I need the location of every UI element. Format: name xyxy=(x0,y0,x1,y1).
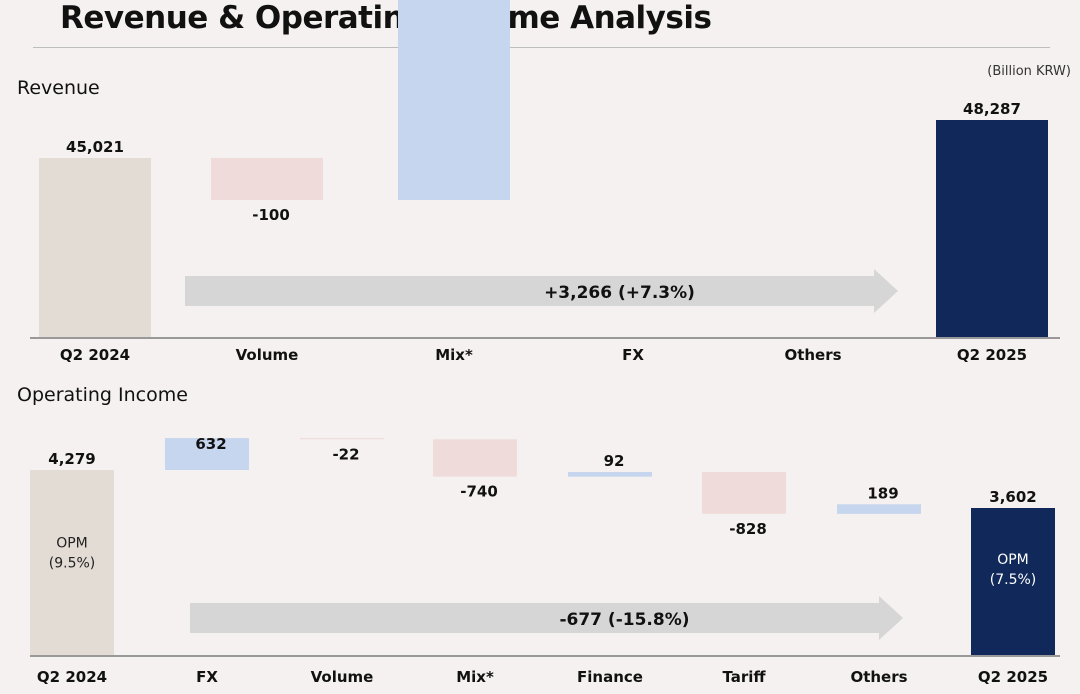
value-label-mix: -740 xyxy=(460,483,498,501)
unit-label: (Billion KRW) xyxy=(987,64,1071,79)
bar-q2-2024 xyxy=(39,158,151,337)
category-label-volume: Volume xyxy=(311,668,374,686)
value-label-others: 189 xyxy=(867,484,898,502)
category-label-q2-2025: Q2 2025 xyxy=(957,346,1027,364)
category-label-others: Others xyxy=(784,346,841,364)
category-label-fx: FX xyxy=(196,668,218,686)
summary-arrow-label: -677 (-15.8%) xyxy=(559,610,689,630)
bar-q2-2025 xyxy=(971,508,1055,655)
value-label-fx: 632 xyxy=(195,435,226,453)
summary-arrow xyxy=(190,596,903,640)
bar-mix xyxy=(398,0,510,200)
category-label-fx: FX xyxy=(622,346,644,364)
bar-volume xyxy=(300,438,384,440)
opm-label-q2-2025: OPM (7.5%) xyxy=(990,552,1037,588)
value-label-finance: 92 xyxy=(604,452,625,470)
value-label-q2-2025: 3,602 xyxy=(989,488,1036,506)
category-label-q2-2024: Q2 2024 xyxy=(37,668,107,686)
value-label-tariff: -828 xyxy=(729,520,767,538)
bar-mix xyxy=(433,439,517,477)
value-label-q2-2025: 48,287 xyxy=(963,100,1021,118)
opm-label-line: OPM xyxy=(997,552,1029,568)
bar-others xyxy=(837,504,921,514)
opm-label-q2-2024: OPM (9.5%) xyxy=(49,536,96,572)
bar-tariff xyxy=(702,472,786,514)
bar-fx xyxy=(165,438,249,470)
category-label-tariff: Tariff xyxy=(722,668,766,686)
summary-arrow xyxy=(185,269,898,313)
value-label-volume: -100 xyxy=(252,206,290,224)
revenue-chart-title: Revenue xyxy=(17,77,100,99)
opm-label-line: (7.5%) xyxy=(990,572,1037,588)
category-label-volume: Volume xyxy=(236,346,299,364)
summary-arrow-label: +3,266 (+7.3%) xyxy=(544,283,695,303)
category-label-q2-2024: Q2 2024 xyxy=(60,346,130,364)
category-label-others: Others xyxy=(850,668,907,686)
operating-income-chart-title: Operating Income xyxy=(17,384,188,406)
bar-volume xyxy=(211,158,323,200)
category-label-mix: Mix* xyxy=(456,668,494,686)
bar-q2-2024 xyxy=(30,470,114,655)
bar-finance xyxy=(568,472,652,477)
category-label-q2-2025: Q2 2025 xyxy=(978,668,1048,686)
opm-label-line: (9.5%) xyxy=(49,556,96,572)
value-label-q2-2024: 4,279 xyxy=(48,450,95,468)
title-divider xyxy=(33,47,1050,48)
value-label-q2-2024: 45,021 xyxy=(66,138,124,156)
category-label-mix: Mix* xyxy=(435,346,473,364)
value-label-volume: -22 xyxy=(332,445,359,463)
opm-label-line: OPM xyxy=(56,536,88,552)
page-title: Revenue & Operating Income Analysis xyxy=(60,0,712,36)
bar-q2-2025 xyxy=(936,120,1048,337)
category-label-finance: Finance xyxy=(577,668,643,686)
